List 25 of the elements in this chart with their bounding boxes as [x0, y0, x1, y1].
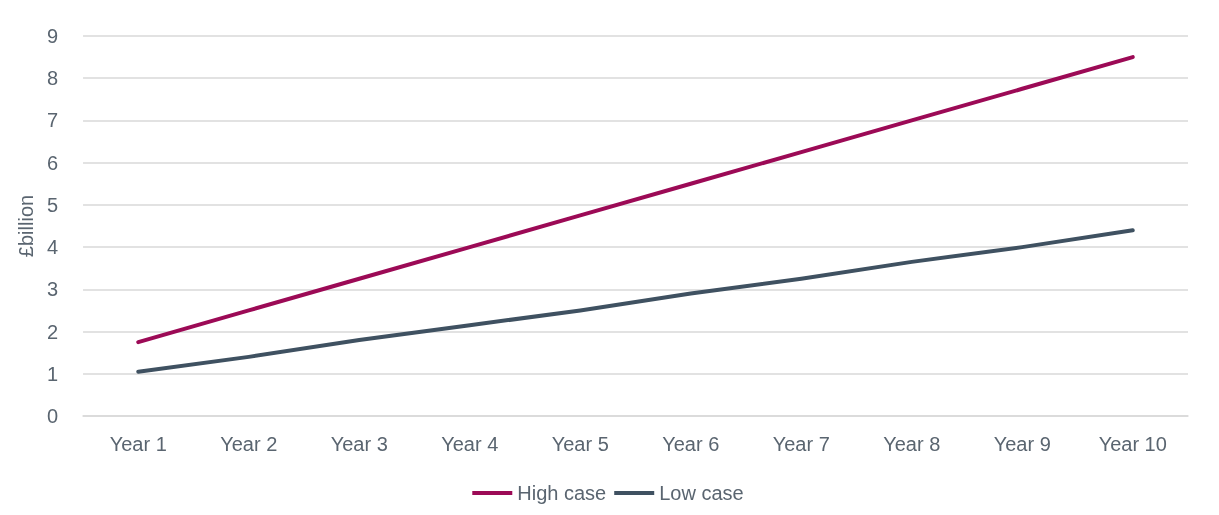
line-series — [136, 55, 1135, 345]
y-tick-label: 6 — [46, 151, 59, 174]
y-tick-label: 0 — [46, 405, 59, 427]
x-tick-label: Year 10 — [1098, 433, 1167, 455]
y-tick-label: 4 — [46, 236, 59, 259]
x-tick-label: Year 8 — [883, 433, 941, 455]
legend-label: Low case — [659, 482, 744, 504]
y-tick-label: 5 — [46, 193, 59, 216]
x-tick-label: Year 7 — [772, 433, 830, 455]
y-tick-label: 3 — [46, 278, 59, 301]
y-tick-label: 2 — [46, 320, 59, 343]
y-axis-title: £billion — [15, 194, 37, 258]
x-tick-label: Year 5 — [551, 433, 609, 455]
x-tick-label: Year 6 — [662, 433, 720, 455]
y-tick-label: 8 — [46, 67, 59, 90]
x-tick-label: Year 2 — [220, 433, 278, 455]
y-tick-label: 7 — [46, 109, 59, 132]
y-tick-label: 1 — [46, 362, 59, 385]
y-tick-label: 9 — [46, 25, 59, 47]
line-series — [136, 228, 1135, 374]
x-tick-label: Year 1 — [109, 433, 167, 455]
x-tick-label: Year 4 — [441, 433, 499, 455]
legend-label: High case — [517, 482, 607, 504]
x-tick-label: Year 3 — [330, 433, 388, 455]
x-tick-label: Year 9 — [993, 433, 1051, 455]
